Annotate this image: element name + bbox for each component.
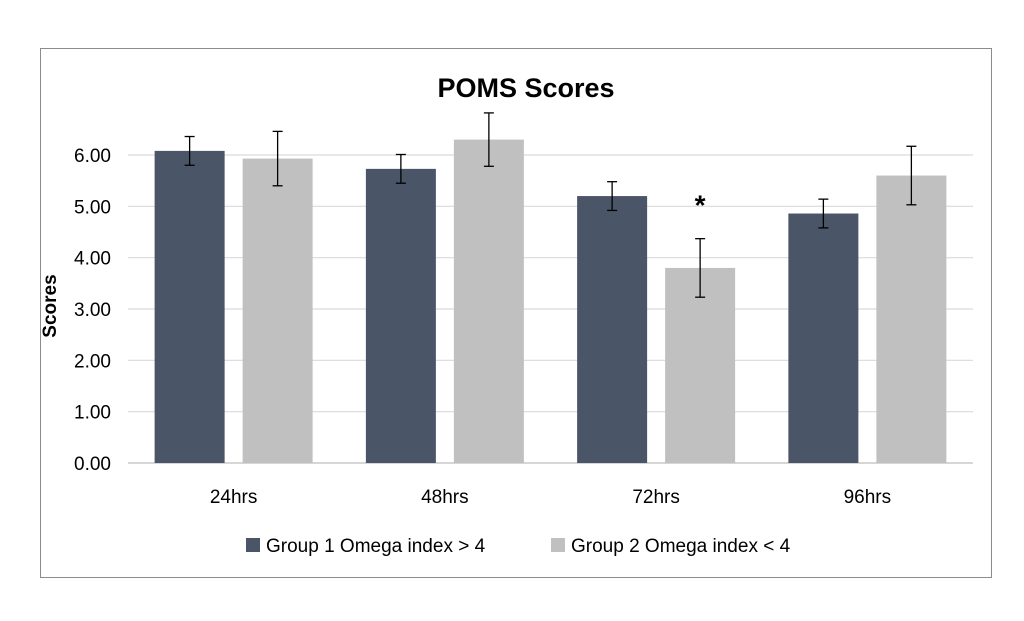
bar xyxy=(577,196,648,464)
annotations: * xyxy=(695,190,706,221)
y-tick-label: 6.00 xyxy=(74,146,111,167)
chart-frame: POMS Scores Scores 0.00 1.00 2.00 3.00 4.00 5… xyxy=(40,48,992,578)
x-tick-label: 48hrs xyxy=(421,487,469,508)
bars xyxy=(154,139,947,464)
y-tick-label: 5.00 xyxy=(74,197,111,218)
bar xyxy=(665,267,736,463)
y-tick-label: 3.00 xyxy=(74,300,111,321)
y-axis-label: Scores xyxy=(41,274,61,337)
bar xyxy=(154,150,225,463)
x-tick-label: 96hrs xyxy=(844,487,892,508)
y-tick-label: 1.00 xyxy=(74,403,111,424)
legend-swatch xyxy=(246,538,260,552)
x-tick-label: 72hrs xyxy=(632,487,680,508)
error-bars xyxy=(184,112,917,298)
bar xyxy=(365,168,436,464)
poms-bar-chart: POMS Scores Scores 0.00 1.00 2.00 3.00 4.00 5… xyxy=(41,73,973,557)
bar xyxy=(453,139,524,463)
bar xyxy=(788,213,859,463)
legend: Group 1 Omega index > 4 Group 2 Omega ind… xyxy=(246,536,791,557)
chart-title: POMS Scores xyxy=(437,73,614,103)
legend-label: Group 1 Omega index > 4 xyxy=(266,536,486,557)
legend-label: Group 2 Omega index < 4 xyxy=(571,536,791,557)
significance-marker: * xyxy=(695,190,706,221)
x-tick-label: 24hrs xyxy=(210,487,258,508)
legend-swatch xyxy=(551,538,565,552)
y-tick-label: 4.00 xyxy=(74,249,111,270)
x-tick-labels: 24hrs 48hrs 72hrs 96hrs xyxy=(210,487,891,508)
bar xyxy=(242,158,313,463)
y-tick-label: 2.00 xyxy=(74,351,111,372)
y-tick-label: 0.00 xyxy=(74,454,111,475)
y-tick-labels: 0.00 1.00 2.00 3.00 4.00 5.00 6.00 xyxy=(74,146,111,475)
bar xyxy=(876,175,947,463)
